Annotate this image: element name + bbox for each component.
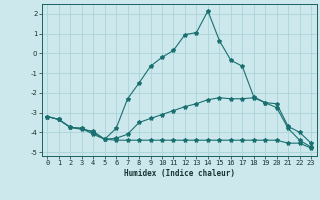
- X-axis label: Humidex (Indice chaleur): Humidex (Indice chaleur): [124, 169, 235, 178]
